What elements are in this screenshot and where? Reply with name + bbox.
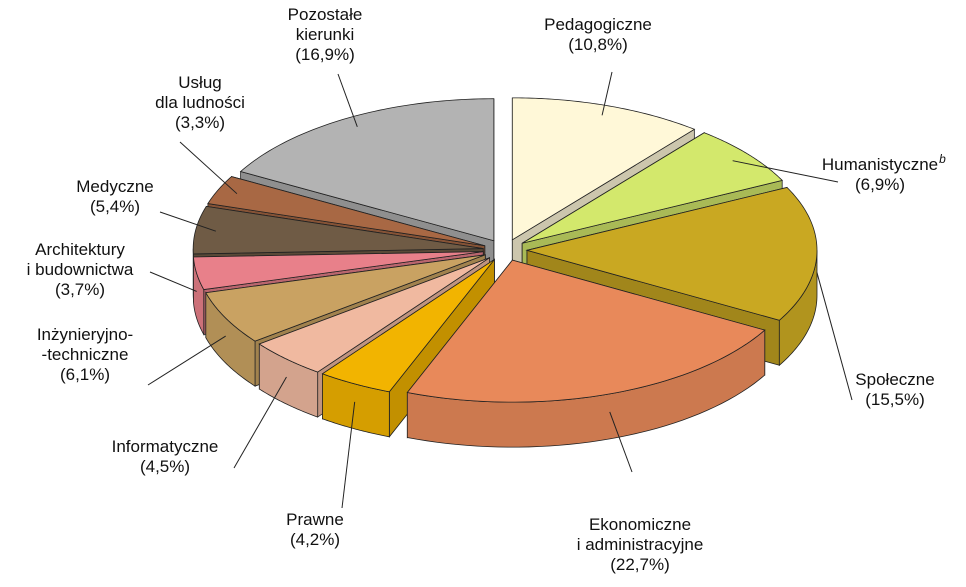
category-label: Usług dla ludności [155,73,245,112]
value-label: (16,9%) [295,45,355,64]
label-line: -techniczne [42,345,129,364]
label-line: i budownictwa [27,260,134,279]
category-label: Inżynieryjno--techniczne [37,325,133,364]
leader-line [816,272,853,401]
leader-line [147,335,226,386]
label-line: dla ludności [155,93,245,112]
value-label: (3,7%) [55,280,105,299]
leader-line [732,160,839,183]
slice-top [193,251,484,290]
leader-line [233,376,287,469]
category-label: Pozostałe kierunki [288,5,363,44]
slice-top [321,259,495,393]
label-line: Prawne [286,510,344,529]
slice-top [521,132,783,244]
label-line: Pedagogiczne [544,15,652,34]
label-line: kierunki [296,25,355,44]
leader-line [609,411,633,473]
leader-line [179,141,238,195]
slice-top [192,205,484,255]
slice-top [205,254,486,342]
value-label: (15,5%) [865,390,925,409]
category-label: Społeczne [855,370,934,389]
label-line: Medyczne [76,177,153,196]
slice-top [258,257,490,373]
value-label: (22,7%) [610,555,670,574]
label-line: Społeczne [855,370,934,389]
value-label: (4,2%) [290,530,340,549]
slice-top [511,97,696,241]
slice [406,258,766,448]
leader-line [149,271,197,292]
value-label: (5,4%) [90,197,140,216]
leader-line [337,73,358,128]
label-line: Pozostałe [288,5,363,24]
category-label: Pedagogiczne [544,15,652,34]
category-label: Ekonomiczne i administracyjne [577,515,704,554]
value-label: (3,3%) [175,113,225,132]
label-line: i administracyjne [577,535,704,554]
category-label: Medyczne [76,177,153,196]
label-line: Inżynieryjno- [37,325,133,344]
leader-line [159,211,216,232]
value-label: (6,1%) [60,365,110,384]
value-label: (4,5%) [140,457,190,476]
slice-top [525,186,818,321]
category-label: Humanistyczne [822,155,938,174]
category-label: Informatyczne [112,437,219,456]
value-label: (6,9%) [855,175,905,194]
label-superscript: b [939,152,946,166]
label-line: Architektury [35,240,125,259]
label-line: Usług [178,73,221,92]
label-line: Humanistyczne [822,155,938,174]
slice-top [239,98,495,242]
label-line: Informatyczne [112,437,219,456]
category-label: Prawne [286,510,344,529]
leader-line [341,401,356,509]
slice-top [207,176,485,247]
leader-line [601,71,613,116]
category-label: Architektury i budownictwa [27,240,134,279]
slice-top [406,259,766,403]
label-line: Ekonomiczne [589,515,691,534]
value-label: (10,8%) [568,35,628,54]
